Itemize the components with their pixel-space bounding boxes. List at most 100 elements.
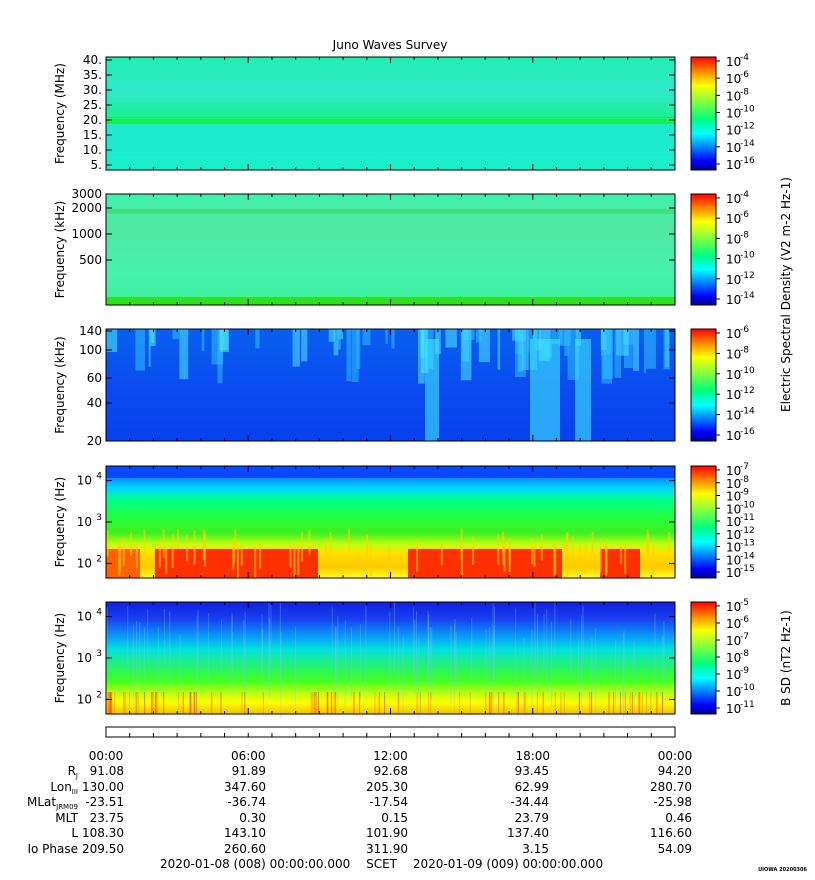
texture-spike [270,604,272,670]
y-tick-label: 10 [77,474,92,488]
texture-spike [581,615,583,706]
colorbar-tick-label: 10 [726,617,741,631]
texture-spike [489,627,491,684]
emission-streak [445,329,457,348]
y-tick-label: 10 [77,556,92,570]
emission-streak [292,329,300,367]
colorbar-tick-exponent: -12 [740,271,755,281]
texture-spike [190,692,192,714]
texture-spike [497,533,500,565]
texture-spike [647,533,650,557]
colorbar-tick-label: 10 [726,347,741,361]
texture-spike [135,541,138,568]
texture-spike [419,692,421,714]
emission-band [106,116,675,124]
texture-spike [163,692,165,714]
emission-block [408,549,562,578]
texture-line [106,118,675,119]
texture-spike [236,545,239,579]
emission-streak [467,329,472,362]
texture-spike [308,529,311,555]
emission-streak [476,329,483,343]
y-tick-exponent: 4 [96,472,102,482]
ephemeris-value: 23.79 [514,810,549,825]
ephemeris-value: 62.99 [514,779,549,794]
colorbar-tick-label: 10 [726,141,741,155]
texture-spike [525,692,527,714]
texture-spike [107,692,109,714]
texture-spike [531,629,533,714]
texture-spike [388,545,391,578]
texture-spike [428,614,430,689]
ephemeris-label: MLatJRM09 [27,795,78,811]
y-tick-label: 10 [77,515,92,529]
texture-spike [515,608,517,694]
emission-burst [530,339,560,441]
y-tick-label: 30. [83,83,102,97]
texture-spike [517,692,519,714]
emission-streak [201,329,205,352]
colorbar-tick-label: 10 [726,253,741,267]
texture-spike [178,692,180,714]
texture-spike [623,630,625,717]
y-tick-exponent: 3 [96,513,102,523]
colorbar-tick-label: 10 [726,553,741,567]
texture-spike [540,534,543,561]
spectrogram-panel-1: 40.35.30.25.20.15.10.5. Frequency (MHz) 10… [53,53,755,172]
texture-spike [370,543,373,577]
texture-spike [536,692,538,714]
colorbar-tick-exponent: -13 [740,539,755,549]
texture-spike [311,692,313,714]
texture-spike [553,542,556,577]
texture-spike [208,613,210,685]
colorbar-tick-label: 10 [726,600,741,614]
texture-spike [262,629,264,698]
ephemeris-row: MLatJRM09 -23.51 -36.74 -17.54 -34.44 -25.98 [0,795,815,811]
texture-spike [203,532,206,567]
texture-spike [498,692,500,714]
texture-spike [430,692,432,714]
colorbar-tick-exponent: -6 [740,70,749,80]
texture-spike [123,692,125,714]
texture-spike [590,692,592,714]
texture-spike [125,692,127,714]
colorbar-tick-label: 10 [726,158,741,172]
texture-spike [485,629,487,713]
ephemeris-value: -25.98 [653,795,692,809]
texture-spike [431,627,433,701]
texture-spike [641,692,643,714]
texture-spike [488,692,490,714]
texture-spike [262,692,264,714]
emission-streak [219,329,229,350]
ephemeris-value: 23.75 [89,810,124,825]
ephemeris-value: -23.51 [85,795,124,809]
texture-spike [261,614,263,669]
texture-spike [662,635,664,714]
colorbar-tick-exponent: -7 [740,462,749,472]
texture-spike [624,692,626,714]
texture-spike [542,692,544,714]
emission-streak [337,329,341,350]
texture-spike [231,612,233,669]
texture-spike [563,542,566,571]
emission-streak [567,329,579,380]
texture-spike [668,532,671,562]
texture-spike [579,545,582,567]
y-tick-label: 25. [83,98,102,112]
colorbar-tick-exponent: -9 [740,666,749,676]
texture-spike [624,544,627,574]
y-axis-label: Frequency (Hz) [53,613,67,704]
texture-spike [613,692,615,714]
texture-spike [489,692,491,714]
y-tick-label: 100 [79,343,102,357]
ephemeris-value: 143.10 [224,826,266,840]
emission-streak [559,329,571,346]
texture-spike [566,532,569,561]
colorbar-tick-label: 10 [726,124,741,138]
colorbar-tick-exponent: -14 [740,291,755,301]
time-range-footer: 2020-01-08 (008) 00:00:00.000 SCET 2020-… [160,857,615,871]
texture-spike [335,627,337,680]
texture-spike [384,692,386,714]
